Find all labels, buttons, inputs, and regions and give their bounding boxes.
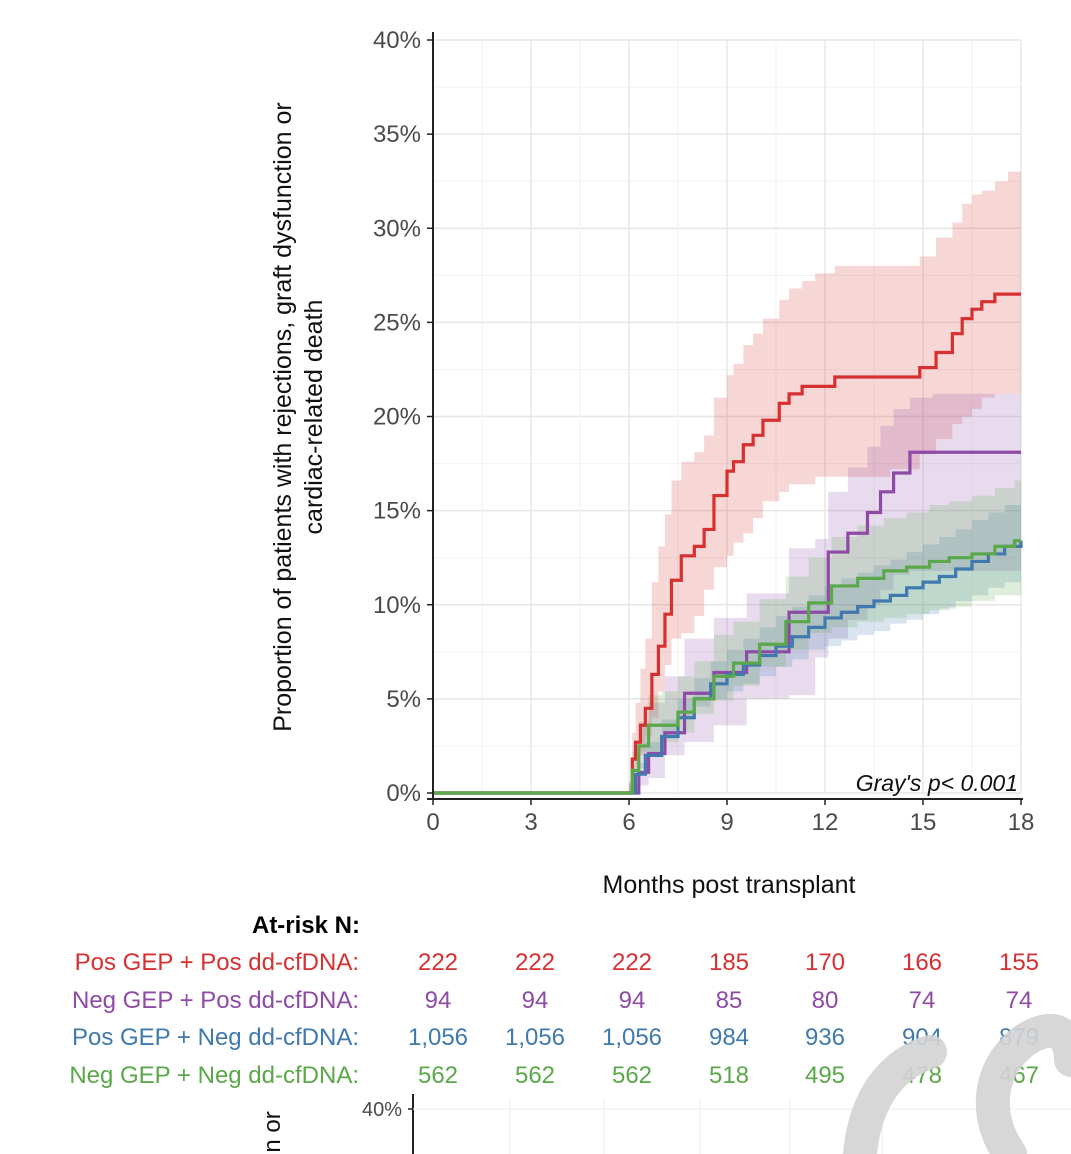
x-tick-label: 18 (1008, 809, 1035, 836)
at-risk-count: 74 (908, 986, 936, 1014)
at-risk-row: Pos GEP + Pos dd-cfDNA: 222 222 222 185 170 16… (0, 949, 1071, 985)
at-risk-count: 518 (708, 1061, 750, 1089)
at-risk-title: At-risk N: (251, 912, 360, 939)
chart-axes: 0% 5% 10% 15% 20% 25% 30% 35% 40% 0 3 6 9 12 15 18 (373, 27, 1034, 836)
y-tick-label: 40% (373, 27, 421, 54)
at-risk-count: 1,056 (601, 1024, 663, 1051)
at-risk-count: 495 (804, 1061, 846, 1089)
at-risk-count: 936 (804, 1024, 846, 1051)
y-tick-label: 25% (373, 309, 421, 336)
at-risk-count: 222 (514, 949, 556, 976)
next-panel-fragment: 40% n or (259, 1094, 1071, 1154)
at-risk-row-label: Neg GEP + Pos dd-cfDNA: (71, 986, 359, 1014)
at-risk-row: Neg GEP + Neg dd-cfDNA: 562 562 562 518 495 47… (0, 1062, 1071, 1098)
confidence-band-neg-neg (433, 480, 1021, 793)
at-risk-row-label: Pos GEP + Pos dd-cfDNA: (74, 949, 359, 976)
confidence-band-pos-neg (433, 499, 1021, 793)
at-risk-row-label: Pos GEP + Neg dd-cfDNA: (71, 1024, 359, 1051)
at-risk-row: Neg GEP + Pos dd-cfDNA: 94 94 94 85 80 74 74 (0, 987, 1071, 1023)
y-axis-title-line-1: Proportion of patients with rejections, … (269, 102, 297, 732)
at-risk-count: 904 (901, 1024, 943, 1051)
grays-p-value-annotation: Gray's p< 0.001 (856, 770, 1018, 796)
next-panel-ytick-label: 40% (362, 1099, 402, 1121)
at-risk-count: 222 (611, 949, 653, 976)
x-tick-label: 0 (426, 809, 439, 836)
next-panel-ylabel-fragment: n or (259, 1111, 286, 1152)
series-line-pos-pos (433, 292, 1021, 795)
y-tick-label: 10% (373, 592, 421, 619)
at-risk-count: 562 (417, 1061, 459, 1089)
at-risk-count: 74 (1005, 986, 1033, 1014)
y-tick-label: 5% (386, 686, 421, 713)
at-risk-count: 562 (611, 1061, 653, 1089)
series-line-neg-neg (433, 539, 1021, 795)
at-risk-count: 478 (901, 1061, 943, 1089)
at-risk-count: 467 (998, 1061, 1040, 1089)
at-risk-count: 94 (618, 986, 646, 1014)
at-risk-count: 1,056 (504, 1024, 566, 1051)
at-risk-count: 984 (708, 1024, 750, 1051)
x-axis-title: Months post transplant (603, 871, 856, 899)
at-risk-count: 879 (998, 1024, 1040, 1051)
at-risk-count: 155 (998, 949, 1040, 976)
y-tick-label: 30% (373, 215, 421, 242)
y-tick-label: 20% (373, 404, 421, 431)
at-risk-count: 94 (424, 986, 452, 1014)
at-risk-count: 80 (811, 986, 839, 1014)
y-tick-label: 35% (373, 121, 421, 148)
series-line-neg-pos (433, 450, 1021, 795)
y-tick-label: 15% (373, 498, 421, 525)
at-risk-row-label: Neg GEP + Neg dd-cfDNA: (69, 1061, 359, 1089)
at-risk-count: 166 (901, 949, 943, 976)
y-tick-label: 0% (386, 780, 421, 807)
x-tick-label: 12 (812, 809, 839, 836)
at-risk-count: 562 (514, 1061, 556, 1089)
at-risk-count: 85 (715, 986, 743, 1014)
x-tick-label: 6 (622, 809, 635, 836)
series-lines (433, 292, 1023, 795)
at-risk-count: 170 (804, 949, 846, 976)
x-tick-label: 9 (720, 809, 733, 836)
x-tick-label: 15 (910, 809, 937, 836)
at-risk-row: Pos GEP + Neg dd-cfDNA: 1,056 1,056 1,056 98… (0, 1024, 1071, 1060)
confidence-band-neg-pos (433, 393, 1021, 793)
series-line-pos-neg (433, 540, 1023, 795)
at-risk-count: 222 (417, 949, 459, 976)
at-risk-count: 1,056 (407, 1024, 469, 1051)
x-tick-label: 3 (524, 809, 537, 836)
cumulative-incidence-chart: 0% 5% 10% 15% 20% 25% 30% 35% 40% 0 3 6 9 12 15 18 Prop… (269, 27, 1034, 899)
at-risk-count: 94 (521, 986, 549, 1014)
at-risk-count: 185 (708, 949, 750, 976)
y-axis-title-line-2: cardiac-related death (300, 300, 328, 535)
